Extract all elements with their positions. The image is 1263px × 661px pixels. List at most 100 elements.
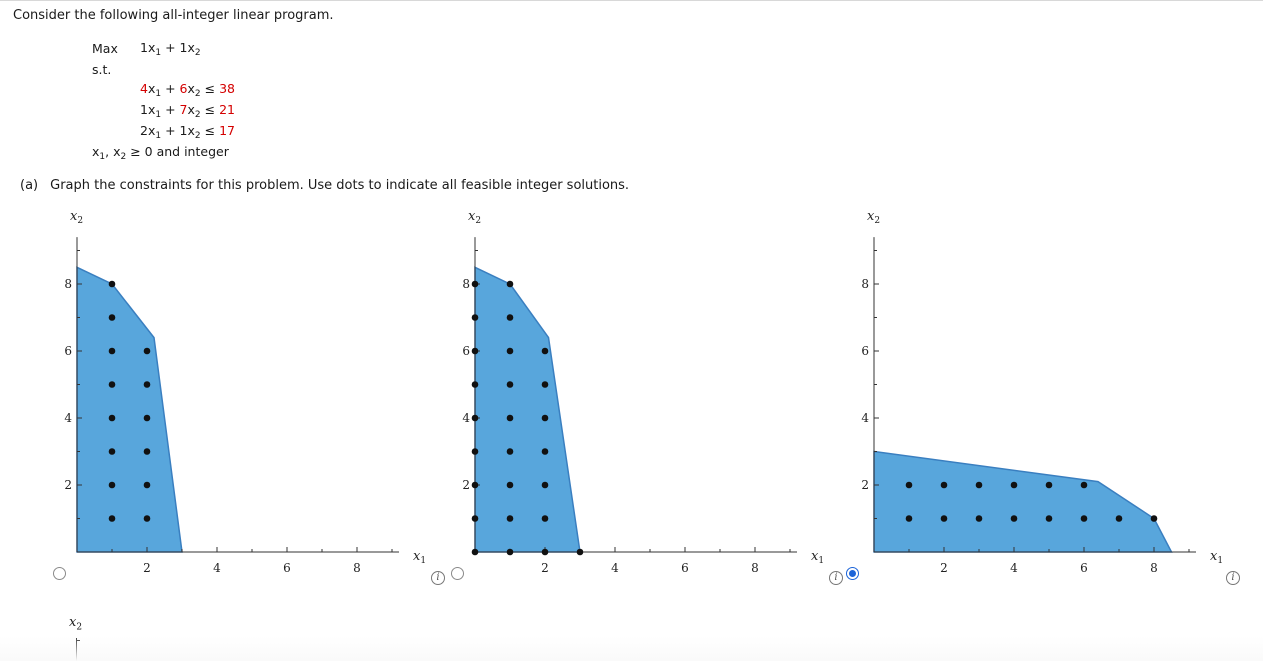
part-a-text: Graph the constraints for this problem. …	[50, 178, 630, 193]
integer-point	[506, 515, 514, 522]
x-tick-label: 8	[353, 561, 361, 575]
next-graph-y-tick	[76, 640, 80, 641]
x-tick-label: 8	[1150, 561, 1158, 575]
integer-point	[143, 381, 151, 388]
x-axis-label-sub: 1	[420, 556, 426, 566]
integer-point	[506, 314, 514, 321]
x-tick-label: 4	[611, 561, 619, 575]
integer-point	[471, 515, 479, 522]
lp-objective: 1x1 + 1x2	[140, 40, 201, 58]
lp-constraint-1: 4x1 + 6x2 ≤ 38	[140, 81, 235, 99]
integer-point	[143, 515, 151, 522]
integer-point	[975, 515, 983, 522]
y-tick-label: 6	[64, 344, 72, 358]
graph-option-a: 2 4 6 8 2 4 6 8 x2 x1	[35, 205, 435, 595]
integer-point	[471, 381, 479, 388]
x-axis-label: x1	[811, 549, 824, 566]
lp-constraint-2: 1x1 + 7x2 ≤ 21	[140, 102, 235, 120]
problem-intro: Consider the following all-integer linea…	[13, 8, 334, 23]
next-graph-y-axis	[76, 638, 77, 661]
integer-point	[108, 314, 116, 321]
x-tick-label: 4	[1010, 561, 1018, 575]
integer-point	[506, 448, 514, 455]
integer-point	[108, 414, 116, 422]
integer-point	[506, 548, 514, 556]
integer-point	[108, 481, 116, 489]
integer-point	[1115, 515, 1123, 522]
x-tick-label: 6	[283, 561, 291, 575]
info-icon-c[interactable]: i	[1226, 571, 1240, 585]
part-a-tag: (a)	[20, 178, 39, 193]
integer-point	[1045, 515, 1053, 522]
integer-point	[143, 414, 151, 422]
radio-option-a[interactable]	[53, 567, 66, 580]
integer-point	[108, 448, 116, 455]
next-graph-y-axis-label: x2	[69, 615, 83, 633]
integer-point	[108, 347, 116, 355]
radio-option-b[interactable]	[451, 567, 464, 580]
integer-point	[506, 481, 514, 489]
y-tick-label: 8	[861, 277, 869, 291]
integer-point	[143, 347, 151, 355]
integer-point	[1080, 515, 1088, 522]
y-tick-label: 8	[462, 277, 470, 291]
integer-point	[471, 548, 479, 556]
integer-point	[905, 515, 913, 522]
integer-point	[471, 481, 479, 489]
integer-point	[108, 515, 116, 522]
y-tick-label: 2	[462, 478, 470, 492]
integer-point	[506, 280, 514, 288]
x-axis-label-sub: 1	[818, 556, 824, 566]
integer-point	[940, 481, 948, 489]
integer-point	[506, 414, 514, 422]
y-axis-label-sub: 2	[874, 216, 880, 226]
radio-option-c[interactable]	[846, 567, 859, 580]
integer-point	[143, 448, 151, 455]
y-axis-label-sub: 2	[77, 216, 83, 226]
part-a-prompt: (a) Graph the constraints for this proble…	[20, 178, 629, 193]
x-tick-label: 2	[143, 561, 151, 575]
integer-point	[541, 414, 549, 422]
y-tick-label: 2	[64, 478, 72, 492]
integer-point	[541, 548, 549, 556]
integer-point	[541, 381, 549, 388]
x-tick-label: 2	[940, 561, 948, 575]
graph-option-c: 2 4 6 8 2 4 6 8 x2 x1	[832, 205, 1232, 595]
x-tick-label: 6	[681, 561, 689, 575]
y-tick-label: 2	[861, 478, 869, 492]
x-tick-label: 2	[541, 561, 549, 575]
y-tick-label: 8	[64, 277, 72, 291]
x-axis-label: x1	[413, 549, 426, 566]
x-axis-label: x1	[1210, 549, 1223, 566]
y-tick-label: 6	[861, 344, 869, 358]
integer-point	[471, 448, 479, 455]
integer-point	[471, 414, 479, 422]
integer-point	[1080, 481, 1088, 489]
integer-point	[1045, 481, 1053, 489]
integer-point	[541, 515, 549, 522]
graph-option-b: 2 4 6 8 2 4 6 8 x2 x1	[433, 205, 833, 595]
integer-point	[1010, 515, 1018, 522]
y-axis-label-sub: 2	[475, 216, 481, 226]
integer-point	[905, 481, 913, 489]
x-tick-label: 6	[1080, 561, 1088, 575]
integer-point	[108, 381, 116, 388]
integer-point	[940, 515, 948, 522]
integer-point	[506, 381, 514, 388]
integer-point	[471, 314, 479, 321]
integer-point	[576, 548, 584, 556]
x-tick-label: 4	[213, 561, 221, 575]
integer-point	[541, 347, 549, 355]
integer-point	[506, 347, 514, 355]
integer-point	[541, 481, 549, 489]
y-axis-label: x2	[468, 209, 481, 226]
integer-point	[108, 280, 116, 288]
info-icon-b[interactable]: i	[829, 571, 843, 585]
top-divider	[0, 0, 1263, 1]
integer-point	[1010, 481, 1018, 489]
info-icon-a[interactable]: i	[431, 571, 445, 585]
x-tick-label: 8	[751, 561, 759, 575]
integer-point	[975, 481, 983, 489]
feasible-region	[474, 266, 581, 553]
lp-nonnegativity: x1, x2 ≥ 0 and integer	[92, 144, 229, 162]
